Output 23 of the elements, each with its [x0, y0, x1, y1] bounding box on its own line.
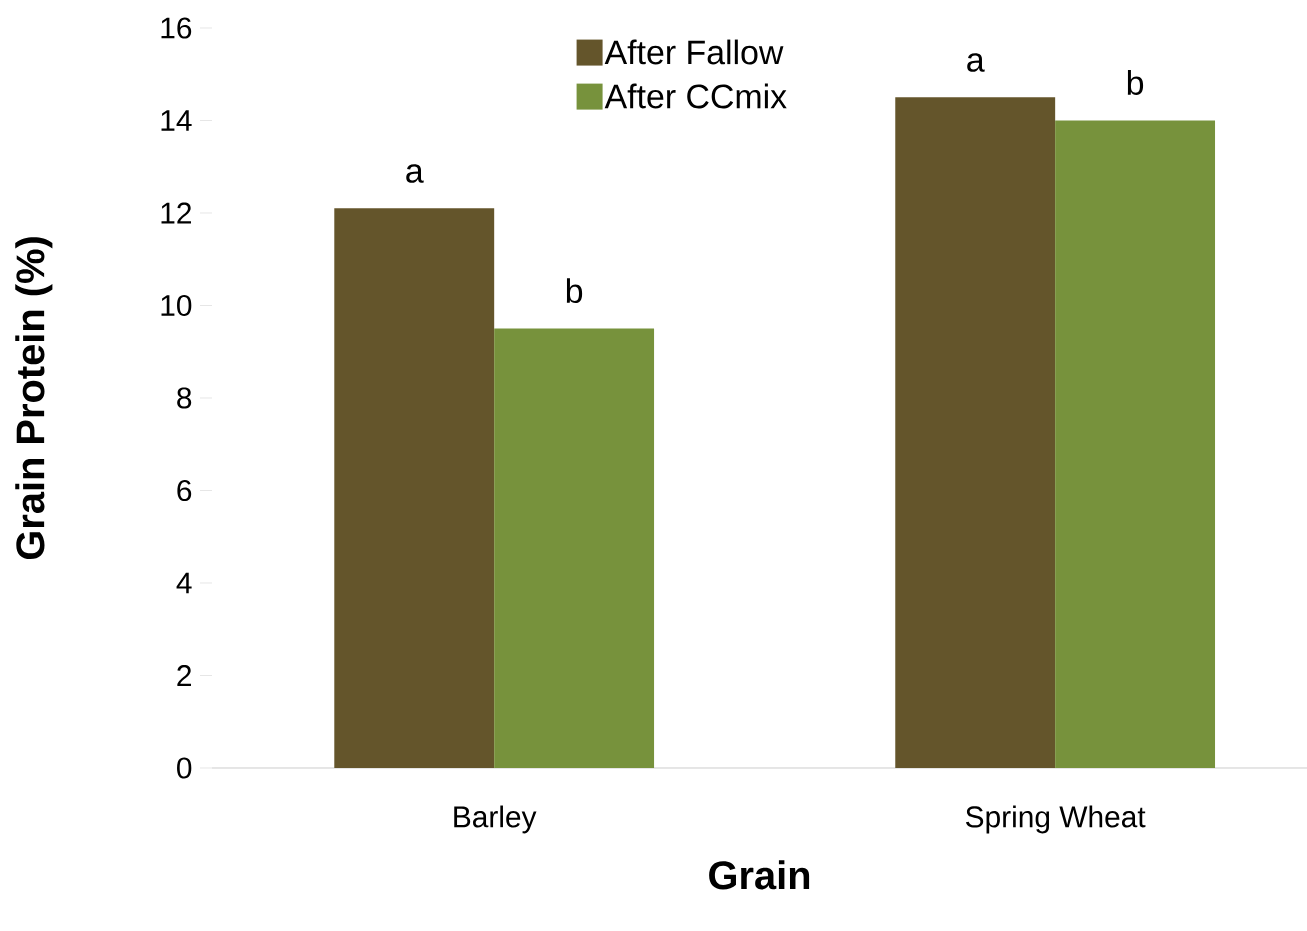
y-tick-label: 16	[161, 17, 192, 39]
y-tick-label: 10	[161, 294, 192, 317]
bar	[334, 208, 495, 768]
x-tick-label: Spring Wheat	[965, 805, 1146, 834]
annotation: a	[967, 53, 985, 72]
annotation: a	[406, 164, 424, 183]
bar	[494, 328, 655, 768]
y-tick-label: 2	[177, 665, 191, 686]
y-tick-label: 8	[177, 387, 192, 409]
y-tick-label: 6	[177, 479, 192, 502]
y-tick-label: 0	[177, 757, 192, 779]
legend-label: After CCmix	[604, 83, 787, 109]
annotation: b	[566, 278, 583, 304]
x-axis-title: Grain	[709, 860, 810, 890]
y-tick-label: 12	[161, 202, 191, 224]
annotation: b	[1127, 70, 1144, 95]
legend-label: After Fallow	[604, 39, 784, 65]
bar	[895, 97, 1056, 768]
y-tick-label: 14	[161, 110, 192, 131]
bar	[1055, 120, 1216, 768]
x-tick-label: Barley	[454, 805, 537, 834]
y-axis-title: Grain Protein (%)	[15, 237, 53, 560]
y-tick-label: 4	[176, 572, 192, 594]
